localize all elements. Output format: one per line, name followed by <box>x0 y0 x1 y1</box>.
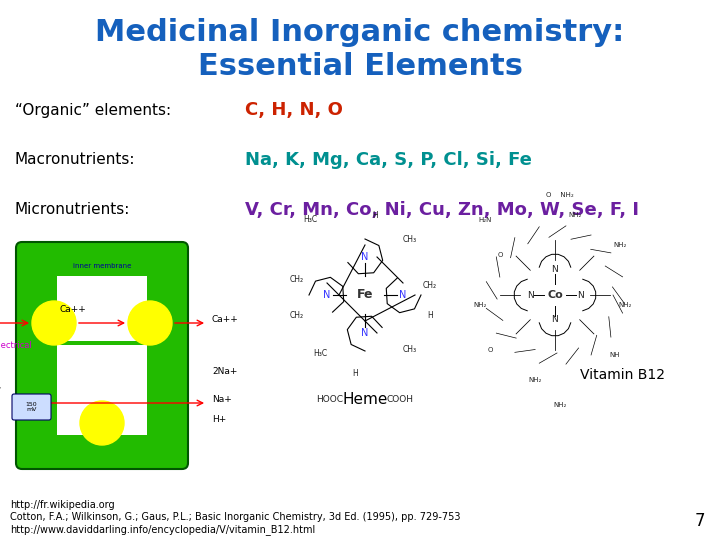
Text: N: N <box>526 291 534 300</box>
Text: inner membrane: inner membrane <box>73 263 131 269</box>
Text: HOOC: HOOC <box>317 395 343 404</box>
Text: O    NH₂: O NH₂ <box>546 192 574 198</box>
Text: NH₂: NH₂ <box>618 302 631 308</box>
Text: N: N <box>552 266 559 274</box>
Text: NH: NH <box>610 352 620 358</box>
Text: Heme: Heme <box>342 393 387 408</box>
Circle shape <box>80 401 124 445</box>
Text: Co: Co <box>547 290 563 300</box>
Text: N: N <box>361 328 369 338</box>
Text: Macronutrients:: Macronutrients: <box>15 152 135 167</box>
Text: COOH: COOH <box>387 395 413 404</box>
Text: C, H, N, O: C, H, N, O <box>245 101 343 119</box>
FancyBboxPatch shape <box>12 394 51 420</box>
Text: CH₂: CH₂ <box>423 280 437 289</box>
Text: CH₂: CH₂ <box>290 275 304 285</box>
Bar <box>57 276 147 341</box>
Text: 7: 7 <box>695 512 705 530</box>
Text: CH₂: CH₂ <box>290 310 304 320</box>
Text: N: N <box>323 290 330 300</box>
Text: O: O <box>487 347 492 353</box>
Text: O: O <box>498 252 503 258</box>
Text: N: N <box>552 315 559 325</box>
Text: Vitamin B12: Vitamin B12 <box>580 368 665 382</box>
Text: CH₃: CH₃ <box>403 235 417 245</box>
Text: H: H <box>427 310 433 320</box>
Text: N: N <box>400 290 407 300</box>
Text: H₂N: H₂N <box>478 217 492 223</box>
Text: NH₂: NH₂ <box>528 377 541 383</box>
FancyBboxPatch shape <box>16 242 188 469</box>
Text: NH₂: NH₂ <box>568 212 582 218</box>
Text: H+: H+ <box>212 415 226 423</box>
Bar <box>57 370 147 435</box>
Text: Medicinal Inorganic chemistry:: Medicinal Inorganic chemistry: <box>95 18 625 47</box>
Circle shape <box>128 301 172 345</box>
Text: CH₃: CH₃ <box>403 346 417 354</box>
Text: NH₂: NH₂ <box>613 242 626 248</box>
Text: Essential Elements: Essential Elements <box>197 52 523 81</box>
Text: Fe: Fe <box>356 288 373 301</box>
Text: NH₂: NH₂ <box>473 302 487 308</box>
Text: NH₂: NH₂ <box>553 402 567 408</box>
Text: http://www.daviddarling.info/encyclopedia/V/vitamin_B12.html: http://www.daviddarling.info/encyclopedi… <box>10 524 315 535</box>
Text: H₃C: H₃C <box>303 215 317 225</box>
Text: +: + <box>0 379 2 397</box>
Text: 2Na+: 2Na+ <box>212 368 238 376</box>
Text: H₃C: H₃C <box>313 348 327 357</box>
Text: electrical: electrical <box>0 341 32 349</box>
Text: H: H <box>372 211 378 219</box>
Text: Cotton, F.A.; Wilkinson, G.; Gaus, P.L.; Basic Inorganic Chemistry, 3d Ed. (1995: Cotton, F.A.; Wilkinson, G.; Gaus, P.L.;… <box>10 512 461 522</box>
Text: V, Cr, Mn, Co, Ni, Cu, Zn, Mo, W, Se, F, I: V, Cr, Mn, Co, Ni, Cu, Zn, Mo, W, Se, F,… <box>245 201 639 219</box>
Text: Micronutrients:: Micronutrients: <box>15 202 130 218</box>
Text: Na+: Na+ <box>212 395 232 403</box>
Circle shape <box>32 301 76 345</box>
Text: Na, K, Mg, Ca, S, P, Cl, Si, Fe: Na, K, Mg, Ca, S, P, Cl, Si, Fe <box>245 151 532 169</box>
Text: N: N <box>361 252 369 262</box>
Text: 150
mV: 150 mV <box>26 402 37 413</box>
Text: http://fr.wikipedia.org: http://fr.wikipedia.org <box>10 500 114 510</box>
Bar <box>57 345 147 381</box>
Text: “Organic” elements:: “Organic” elements: <box>15 103 171 118</box>
Text: H: H <box>352 368 358 377</box>
Text: Ca++: Ca++ <box>59 305 86 314</box>
Text: N: N <box>577 291 583 300</box>
Text: Ca++: Ca++ <box>212 314 239 323</box>
